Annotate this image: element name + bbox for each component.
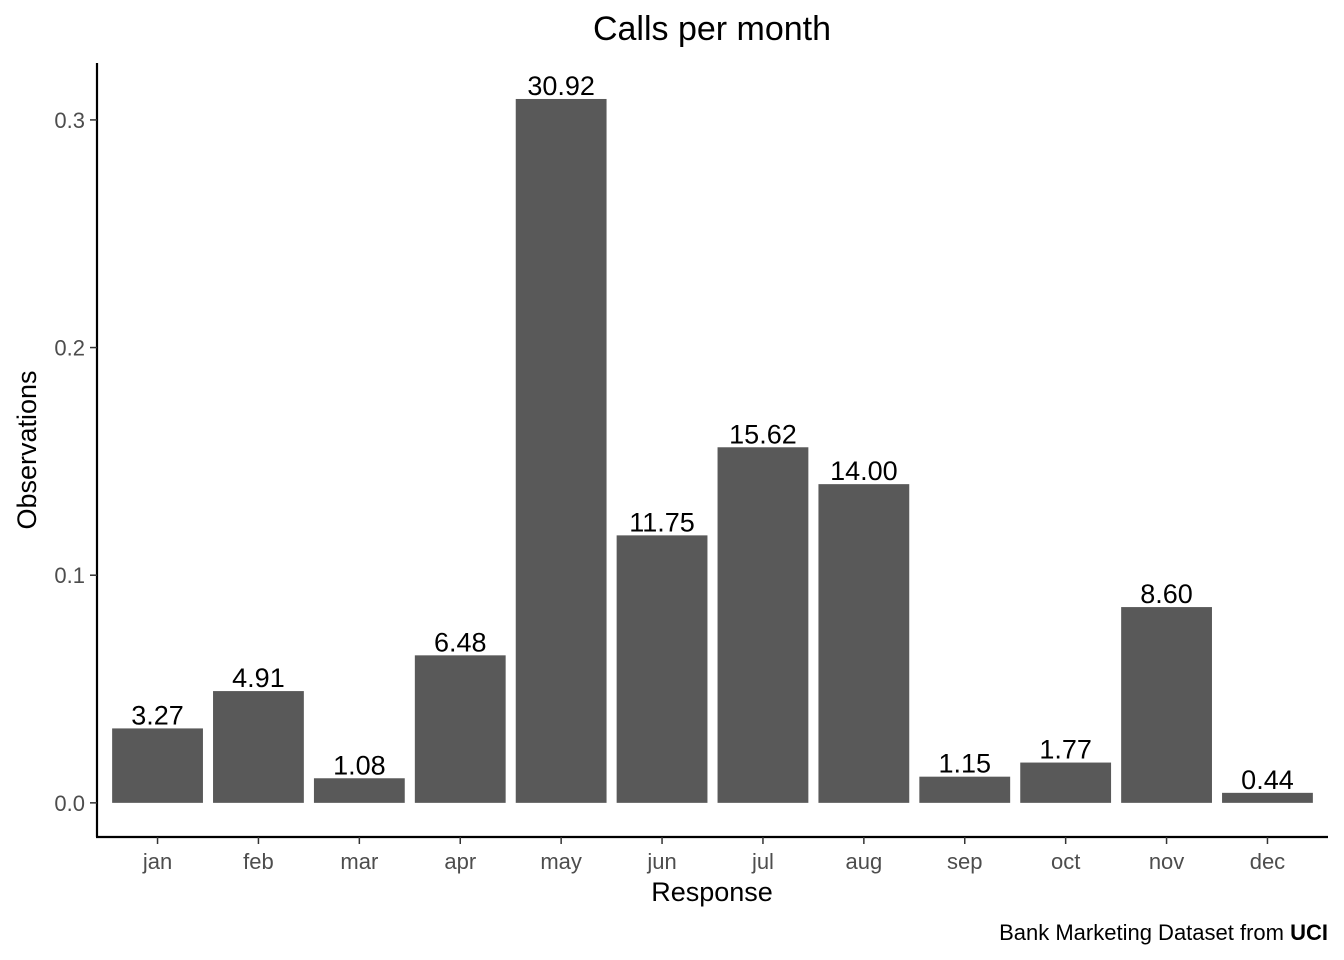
bar-jan (112, 728, 203, 803)
bar-jul (717, 447, 809, 803)
x-axis-title: Response (651, 877, 773, 907)
data-label-jan: 3.27 (131, 700, 184, 730)
chart-title: Calls per month (593, 10, 831, 48)
bar-nov (1121, 607, 1212, 803)
y-tick-label: 0.1 (54, 563, 85, 588)
caption-text: Bank Marketing Dataset from (999, 920, 1290, 945)
chart-caption: Bank Marketing Dataset from UCI (999, 920, 1328, 945)
bar-dec (1222, 792, 1313, 803)
x-tick-label-sep: sep (947, 849, 982, 874)
x-tick-label-nov: nov (1149, 849, 1184, 874)
x-tick-label-mar: mar (340, 849, 378, 874)
y-tick-label: 0.2 (54, 336, 85, 361)
data-label-mar: 1.08 (333, 750, 386, 780)
data-label-jul: 15.62 (729, 419, 797, 449)
data-labels: 3.27 4.91 1.08 6.48 30.92 11.75 15.62 14.00 1.15… (131, 71, 1293, 795)
x-tick-label-jun: jun (646, 849, 676, 874)
bar-may (515, 98, 607, 803)
x-tick-label-aug: aug (845, 849, 882, 874)
data-label-aug: 14.00 (830, 456, 898, 486)
bar-feb (213, 691, 304, 803)
plot-area: 3.27 4.91 1.08 6.48 30.92 11.75 15.62 14.00 1.15… (112, 71, 1313, 803)
y-axis-ticks: 0.0 0.1 0.2 0.3 (54, 108, 97, 816)
data-label-may: 30.92 (527, 71, 595, 101)
x-tick-label-dec: dec (1250, 849, 1285, 874)
y-tick-label: 0.0 (54, 791, 85, 816)
data-label-dec: 0.44 (1241, 765, 1294, 795)
data-label-nov: 8.60 (1140, 579, 1193, 609)
bar-oct (1020, 762, 1112, 803)
bars (112, 98, 1313, 803)
caption-source: UCI (1290, 920, 1328, 945)
bar-mar (313, 778, 405, 803)
bar-aug (818, 484, 910, 803)
x-tick-label-oct: oct (1051, 849, 1080, 874)
x-axis-ticks: jan feb mar apr may jun jul aug sep oct nov dec (142, 837, 1285, 874)
bar-apr (414, 655, 506, 803)
data-label-sep: 1.15 (938, 749, 991, 779)
data-label-oct: 1.77 (1039, 735, 1092, 765)
y-tick-label: 0.3 (54, 108, 85, 133)
x-tick-label-feb: feb (243, 849, 274, 874)
y-axis-title: Observations (12, 370, 42, 529)
bar-jun (616, 535, 708, 803)
data-label-jun: 11.75 (629, 507, 695, 537)
bar-sep (919, 776, 1011, 803)
x-tick-label-may: may (540, 849, 582, 874)
x-tick-label-apr: apr (444, 849, 476, 874)
x-tick-label-jul: jul (751, 849, 774, 874)
data-label-feb: 4.91 (232, 663, 285, 693)
data-label-apr: 6.48 (434, 627, 487, 657)
x-tick-label-jan: jan (142, 849, 172, 874)
